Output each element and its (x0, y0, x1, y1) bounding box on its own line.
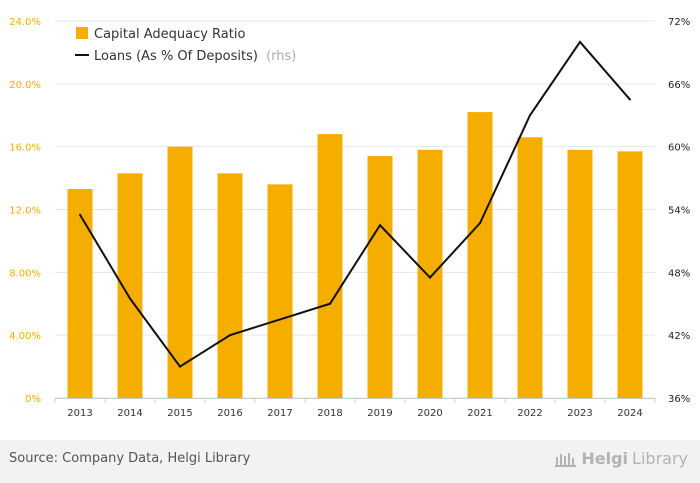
legend-label-bar: Capital Adequacy Ratio (94, 27, 245, 42)
y-left-tick-label: 4.00% (9, 331, 41, 342)
bar (467, 112, 493, 398)
y-right-tick-label: 66% (668, 80, 690, 91)
line-point (479, 222, 481, 225)
y-axis-left: 0% 4.00% 8.00% 12.0% 16.0% 20.0% 24.0% (9, 17, 41, 405)
line-point (229, 334, 231, 337)
y-axis-right: 36% 42% 48% 54% 60% 66% 72% (668, 17, 690, 405)
y-left-tick-label: 8.00% (9, 268, 41, 279)
line-point (579, 40, 581, 43)
library-icon (555, 452, 577, 467)
y-right-tick-label: 72% (668, 17, 690, 28)
bar (317, 134, 343, 398)
line-point (629, 98, 631, 101)
bar (267, 184, 293, 398)
loans-line (79, 40, 631, 368)
line-series-loans (79, 40, 631, 368)
x-tick-label: 2015 (167, 408, 192, 419)
bar (367, 156, 393, 398)
gridlines (55, 20, 655, 399)
chart: 2013 2014 2015 2016 2017 2018 2019 2020 2021 2022… (9, 17, 690, 419)
line-point (79, 213, 81, 216)
y-left-tick-label: 0% (25, 394, 41, 405)
y-right-tick-label: 54% (668, 206, 690, 217)
y-right-tick-label: 42% (668, 331, 690, 342)
brand-name-bold: Helgi (581, 449, 629, 468)
y-left-tick-label: 16.0% (9, 143, 41, 154)
legend-label-line-name: Loans (As % Of Deposits) (94, 49, 258, 64)
line-point (329, 302, 331, 305)
y-left-tick-label: 20.0% (9, 80, 41, 91)
x-tick-label: 2020 (417, 408, 442, 419)
bar (617, 151, 643, 398)
x-tick-label: 2024 (617, 408, 642, 419)
line-point (379, 224, 381, 227)
line-point (279, 318, 281, 321)
line-point (179, 365, 181, 368)
legend: Capital Adequacy Ratio Loans (As % Of De… (75, 27, 296, 64)
bar (567, 149, 593, 398)
x-tick-label: 2017 (267, 408, 292, 419)
line-point (429, 276, 431, 279)
y-left-tick-label: 24.0% (9, 17, 41, 28)
footer: Source: Company Data, Helgi Library Helg… (0, 440, 700, 483)
x-axis: 2013 2014 2015 2016 2017 2018 2019 2020 2021 2022… (54, 398, 656, 419)
bar (217, 173, 243, 398)
line-point (129, 297, 131, 300)
brand-name-light: Library (632, 449, 688, 468)
y-right-tick-label: 48% (668, 268, 690, 279)
bar (517, 137, 543, 398)
legend-label-line-suffix: (rhs) (266, 49, 296, 64)
x-tick-label: 2013 (67, 408, 92, 419)
x-tick-label: 2019 (367, 408, 392, 419)
x-tick-label: 2018 (317, 408, 342, 419)
y-left-tick-label: 12.0% (9, 206, 41, 217)
y-right-tick-label: 60% (668, 143, 690, 154)
x-tick-label: 2022 (517, 408, 542, 419)
y-right-tick-label: 36% (668, 394, 690, 405)
x-tick-label: 2014 (117, 408, 142, 419)
legend-label-line: Loans (As % Of Deposits) (rhs) (94, 49, 296, 64)
line-point (529, 114, 531, 117)
bar-series-capital-adequacy (67, 112, 643, 398)
source-note: Source: Company Data, Helgi Library (9, 451, 251, 466)
legend-swatch-bar (76, 27, 88, 39)
bar (67, 189, 93, 398)
x-tick-label: 2023 (567, 408, 592, 419)
brand-logo[interactable]: Helgi Library (555, 449, 688, 468)
bar (417, 149, 443, 398)
x-tick-label: 2021 (467, 408, 492, 419)
x-tick-label: 2016 (217, 408, 242, 419)
